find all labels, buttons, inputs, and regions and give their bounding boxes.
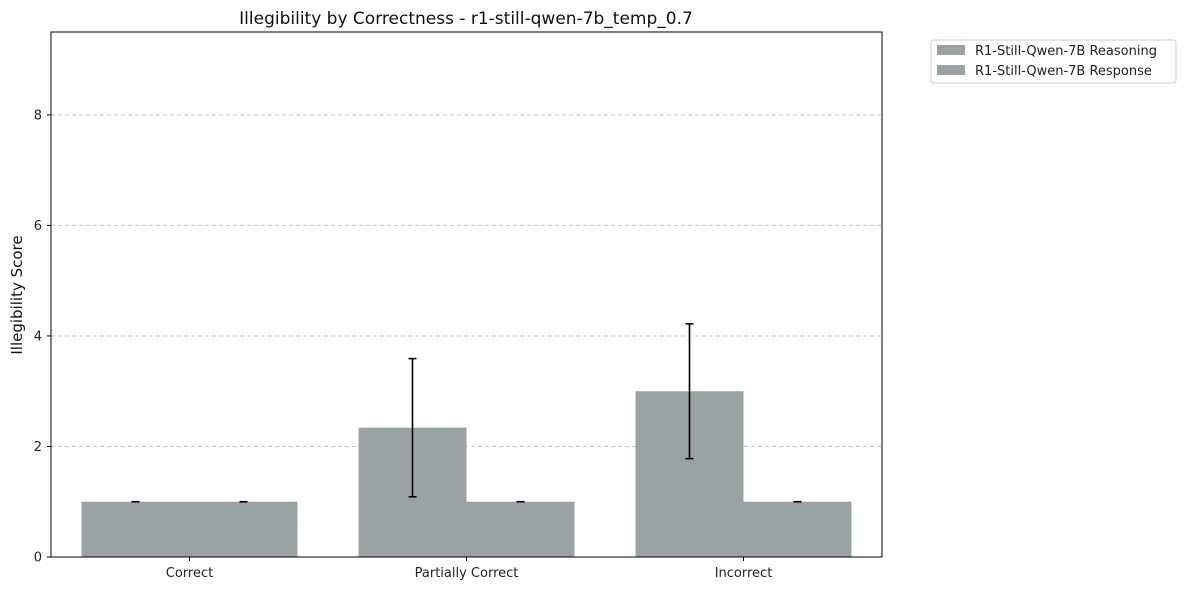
y-axis: 0 2 4 6 8 [34, 108, 51, 566]
y-tick-label-8: 8 [34, 108, 42, 123]
x-axis: Correct Partially Correct Incorrect [166, 557, 773, 581]
x-tick-label-0: Correct [166, 566, 213, 581]
bar-reasoning-0 [81, 501, 190, 557]
legend: R1-Still-Qwen-7B Reasoning R1-Still-Qwen-… [930, 39, 1177, 84]
x-tick-label-2: Incorrect [715, 566, 773, 581]
legend-frame [930, 39, 1177, 84]
legend-label-1: R1-Still-Qwen-7B Response [975, 64, 1152, 79]
chart-title: Illegibility by Correctness - r1-still-q… [239, 9, 693, 29]
y-axis-label: Illegibility Score [8, 235, 26, 354]
bars [81, 391, 852, 557]
bar-response-1 [466, 501, 575, 557]
y-tick-label-2: 2 [34, 440, 42, 455]
x-tick-label-1: Partially Correct [415, 566, 519, 581]
error-bars [131, 322, 802, 503]
y-tick-label-6: 6 [34, 219, 42, 234]
grid-lines [51, 114, 882, 447]
legend-swatch-0 [937, 45, 965, 55]
bar-response-0 [189, 501, 298, 557]
legend-swatch-1 [937, 65, 965, 75]
legend-label-0: R1-Still-Qwen-7B Reasoning [975, 44, 1157, 59]
bar-response-2 [743, 501, 852, 557]
y-tick-label-4: 4 [34, 329, 42, 344]
y-tick-label-0: 0 [34, 551, 42, 566]
